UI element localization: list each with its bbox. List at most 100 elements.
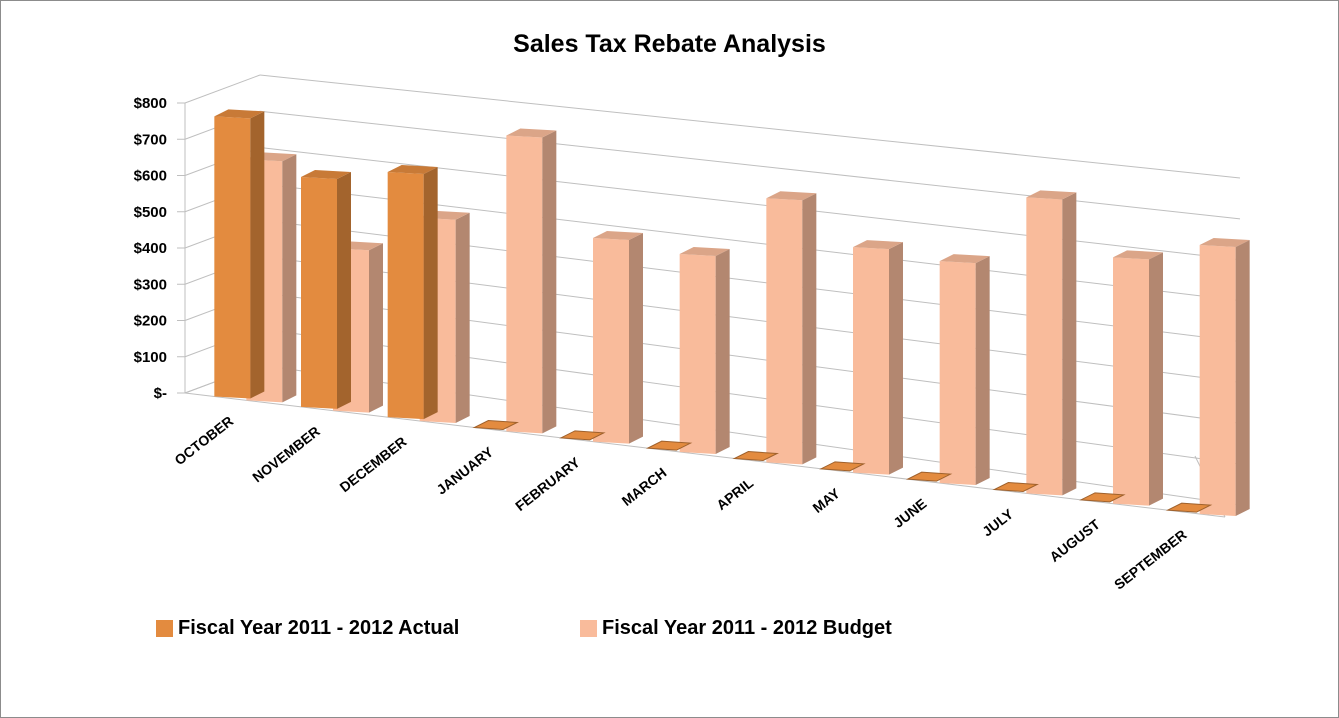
y-tick-label: $300	[134, 276, 167, 293]
bar-actual-november	[301, 170, 351, 409]
bar-budget-may-side	[889, 242, 903, 475]
bar-budget-september-side	[1235, 239, 1250, 516]
y-tick-label: $200	[134, 313, 167, 330]
bar-budget-july-top	[1026, 190, 1077, 200]
bar-actual-december-side	[423, 166, 438, 420]
bar-budget-april-side	[802, 193, 817, 465]
bar-budget-march-top	[679, 246, 730, 256]
bars	[214, 109, 1250, 516]
bar-budget-september	[1199, 237, 1250, 516]
bar-budget-june	[939, 254, 990, 485]
x-tick-label: NOVEMBER	[249, 423, 323, 485]
bar-budget-may	[853, 240, 903, 475]
bar-budget-february-side	[629, 233, 643, 444]
legend-swatch-budget	[580, 620, 597, 637]
bar-actual-december-top	[387, 164, 438, 174]
bar-actual-january-face	[472, 419, 519, 431]
bar-actual-november-side	[337, 172, 351, 409]
bar-budget-august-top	[1113, 250, 1163, 260]
bar-actual-june	[905, 471, 953, 482]
bar-actual-august	[1079, 492, 1126, 503]
y-tick-label: $100	[134, 349, 167, 366]
bar-actual-april-face	[732, 450, 779, 462]
bar-actual-september	[1165, 502, 1213, 513]
x-tick-label: FEBRUARY	[512, 454, 583, 515]
bar-budget-april	[766, 191, 817, 465]
bar-actual-march	[645, 440, 693, 451]
bar-actual-october-side	[250, 111, 265, 399]
bar-budget-august	[1113, 250, 1163, 506]
bar-budget-february-top	[593, 231, 643, 241]
bar-actual-july-face	[992, 481, 1039, 493]
bar-actual-november-top	[301, 170, 351, 180]
bar-actual-july	[992, 481, 1039, 493]
y-tick-label: $-	[154, 385, 167, 402]
bar-actual-february-face	[559, 430, 606, 441]
bar-budget-august-front	[1113, 257, 1149, 506]
bar-budget-march-side	[715, 248, 730, 454]
bar-budget-february-front	[593, 238, 629, 444]
x-tick-label: JANUARY	[433, 443, 496, 497]
bar-budget-december-side	[455, 212, 470, 423]
bar-actual-september-face	[1165, 502, 1213, 513]
y-axis-ticks: $- $100 $200 $300 $400 $500 $600 $700 $800	[134, 95, 167, 402]
bar-budget-november-side	[369, 243, 383, 413]
bar-budget-october-side	[282, 154, 297, 403]
bar-budget-january-front	[506, 135, 543, 434]
bar-actual-june-face	[905, 471, 953, 482]
bar-actual-march-face	[645, 440, 693, 451]
bar-budget-july	[1026, 190, 1077, 496]
bar-actual-january	[472, 419, 519, 431]
bar-budget-july-front	[1026, 197, 1063, 496]
bar-actual-october	[214, 109, 265, 399]
bar-budget-april-front	[766, 198, 803, 465]
bar-actual-may-face	[819, 461, 866, 472]
bar-budget-may-front	[853, 247, 889, 475]
bar-budget-january-side	[542, 130, 557, 434]
x-tick-label: AUGUST	[1046, 516, 1103, 565]
bar-budget-march-front	[679, 253, 716, 454]
y-tick-label: $700	[134, 131, 167, 148]
bar-budget-may-top	[853, 240, 903, 250]
bar-budget-april-top	[766, 191, 817, 201]
legend-label-actual: Fiscal Year 2011 - 2012 Actual	[178, 617, 460, 639]
legend-swatch-actual	[156, 620, 173, 637]
bar-budget-march	[679, 246, 730, 454]
bar-budget-september-front	[1199, 244, 1236, 516]
gridline-side	[184, 74, 261, 104]
x-tick-label: MARCH	[619, 464, 670, 509]
bar-budget-july-side	[1062, 192, 1077, 496]
floor-front-edge	[184, 392, 1226, 518]
y-tick-label: $800	[134, 95, 167, 112]
gridline	[259, 110, 1241, 220]
x-tick-label: JUNE	[890, 495, 929, 531]
bar-budget-january-top	[506, 128, 557, 138]
gridline	[259, 74, 1241, 179]
bar-budget-september-top	[1199, 237, 1250, 247]
bar-actual-october-front	[214, 116, 251, 399]
bar-budget-january	[506, 128, 557, 434]
bar-actual-april	[732, 450, 779, 462]
bar-actual-october-top	[214, 109, 265, 119]
bar-actual-may	[819, 461, 866, 472]
bar-actual-december-front	[387, 171, 424, 420]
bar-budget-february	[593, 231, 643, 444]
bar-budget-june-top	[939, 254, 990, 264]
y-tick-label: $600	[134, 168, 167, 185]
y-tick-label: $400	[134, 240, 167, 257]
x-tick-label: DECEMBER	[337, 433, 410, 495]
bar-actual-november-front	[301, 177, 337, 409]
x-tick-label: SEPTEMBER	[1111, 526, 1190, 592]
y-tick-label: $500	[134, 204, 167, 221]
bar-actual-february	[559, 430, 606, 441]
x-tick-label: OCTOBER	[171, 413, 236, 469]
x-tick-label: APRIL	[713, 474, 756, 513]
legend-label-budget: Fiscal Year 2011 - 2012 Budget	[602, 617, 892, 639]
x-tick-label: MAY	[809, 485, 843, 516]
bar-actual-december	[387, 164, 438, 420]
bar-budget-august-side	[1149, 252, 1163, 506]
bar-budget-june-front	[939, 261, 976, 485]
chart-title: Sales Tax Rebate Analysis	[513, 30, 826, 58]
bar-budget-june-side	[975, 256, 990, 485]
